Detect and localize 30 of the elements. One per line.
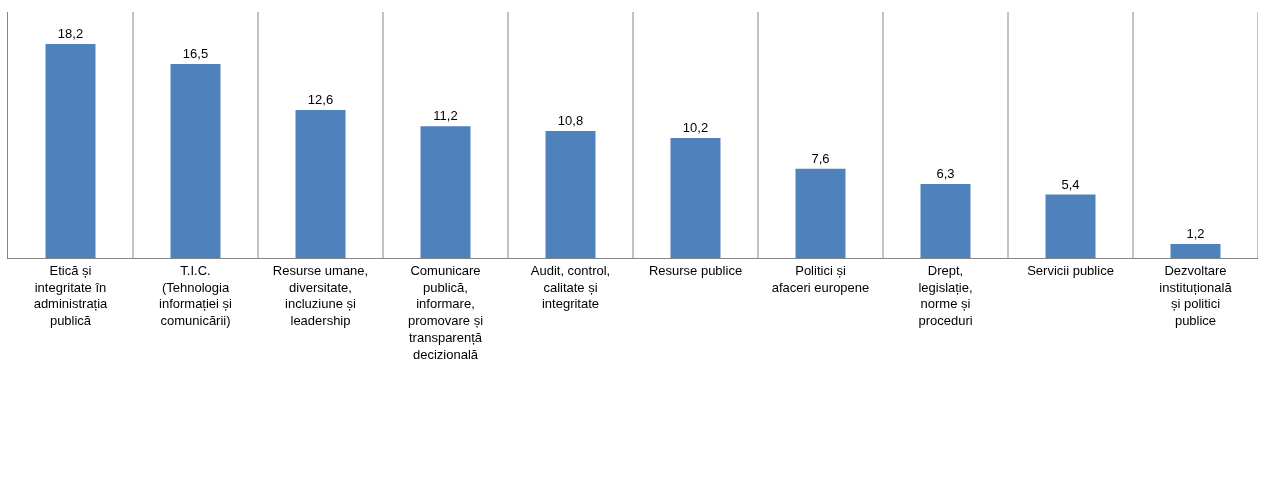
bar	[45, 44, 96, 258]
data-label: 11,2	[433, 108, 458, 124]
data-label: 5,4	[1061, 176, 1080, 192]
bar	[545, 131, 596, 258]
data-label: 18,2	[57, 26, 84, 42]
bar	[1170, 243, 1221, 258]
data-label: 1,2	[1186, 225, 1205, 241]
x-tick-label: Politici și afaceri europene	[771, 262, 870, 295]
data-label: 7,6	[811, 150, 830, 166]
bar	[295, 109, 346, 258]
data-label: 12,6	[307, 91, 334, 107]
x-tick-label: Resurse publice	[648, 262, 743, 278]
data-label: 16,5	[182, 46, 209, 62]
data-label: 10,2	[682, 120, 709, 136]
bar	[170, 64, 221, 258]
x-tick-label: Resurse umane, diversitate, incluziune și leadership	[272, 262, 369, 329]
x-tick-label: Etică și integritate în administrația publică	[33, 262, 109, 329]
x-tick-label: Dezvoltare instituțională și politici publice	[1159, 262, 1233, 329]
bar	[670, 138, 721, 258]
bar	[1045, 194, 1096, 258]
x-tick-label: Servicii publice	[1027, 262, 1114, 278]
bar	[420, 126, 471, 258]
bar	[920, 183, 971, 258]
data-label: 10,8	[557, 113, 584, 129]
data-label: 6,3	[936, 165, 955, 181]
x-tick-label: T.I.C. (Tehnologia informației și comunicării)	[159, 262, 233, 329]
x-tick-label: Comunicare publică, informare, promovare și transparență decizională	[407, 262, 484, 363]
x-tick-label: Audit, control, calitate și integritate	[530, 262, 611, 312]
bar	[795, 168, 846, 258]
x-tick-label: Drept, legislație, norme și proceduri	[918, 262, 973, 329]
